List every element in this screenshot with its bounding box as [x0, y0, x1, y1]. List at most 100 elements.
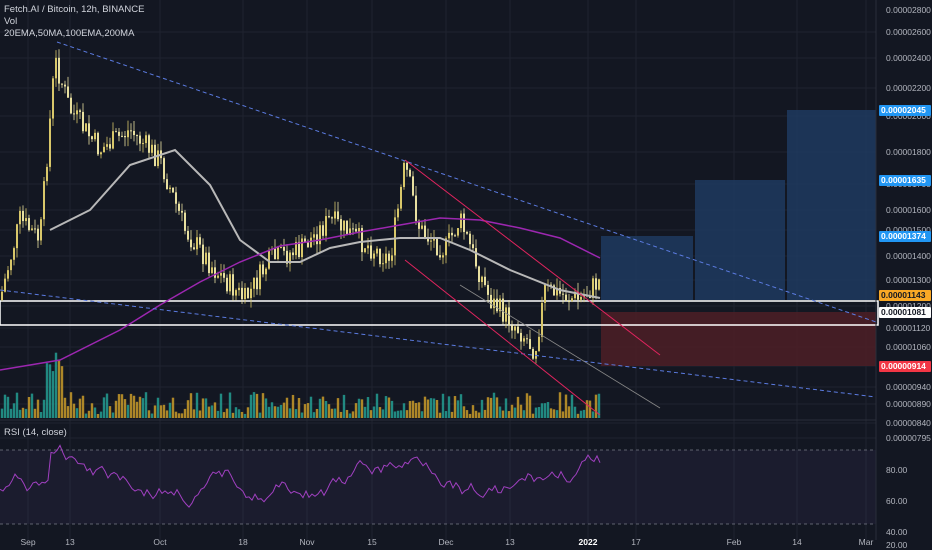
candle-body [550, 284, 552, 286]
candle-body [229, 274, 231, 292]
candle-body [406, 162, 408, 170]
candle-body [544, 284, 546, 303]
volume-bar [174, 411, 178, 418]
volume-bar [105, 393, 109, 418]
candle-body [124, 136, 126, 138]
candle-body [85, 123, 87, 132]
volume-bar [111, 412, 115, 418]
volume-bar [222, 412, 226, 418]
candle-body [103, 146, 105, 153]
candle-body [22, 210, 24, 222]
volume-bar [531, 413, 535, 418]
candle-body [499, 298, 501, 312]
candle-body [553, 285, 555, 296]
candle-body [412, 176, 414, 196]
candle-body [394, 217, 396, 256]
volume-bar [534, 407, 538, 418]
volume-bar [6, 396, 10, 418]
channel-mid [459, 284, 661, 409]
candle-body [10, 259, 12, 271]
candle-body [445, 238, 447, 256]
volume-bar [87, 410, 91, 418]
volume-bar [573, 406, 577, 418]
volume-bar [384, 396, 388, 418]
price-axis-tick: 0.00001800 [886, 147, 931, 157]
rsi-panel [0, 419, 876, 525]
volume-bar [597, 393, 601, 418]
volume-bar [306, 403, 310, 418]
volume-bar [435, 399, 439, 418]
volume-bar [390, 400, 394, 418]
candle-body [109, 144, 111, 149]
volume-bar [288, 408, 292, 418]
volume-bar [303, 404, 307, 418]
candle-body [343, 220, 345, 231]
chart-title: Fetch.AI / Bitcoin, 12h, BINANCE [4, 4, 145, 15]
volume-bar [84, 413, 88, 418]
candle-body [145, 135, 147, 144]
volume-bar [345, 409, 349, 418]
volume-bar [456, 400, 460, 418]
candle-body [220, 273, 222, 276]
candle-body [475, 248, 477, 267]
candle-body [247, 288, 249, 299]
volume-bar [45, 363, 49, 418]
candle-body [238, 287, 240, 291]
candle-body [364, 248, 366, 253]
volume-bar [168, 402, 172, 418]
volume-bar [357, 398, 361, 418]
candle-body [472, 244, 474, 249]
candle-body [517, 326, 519, 333]
volume-bar [279, 404, 283, 418]
candle-body [454, 235, 456, 237]
volume-bar [450, 411, 454, 418]
volume-bar [150, 413, 154, 418]
volume-bar [219, 393, 223, 418]
volume-bar [120, 394, 124, 418]
volume-bar [474, 410, 478, 418]
candle-body [40, 219, 42, 241]
candle-body [580, 297, 582, 300]
candle-body [100, 152, 102, 155]
volume-bar [135, 401, 139, 418]
candle-body [391, 255, 393, 261]
volume-bar [462, 406, 466, 418]
candle-body [319, 225, 321, 245]
candle-body [358, 228, 360, 232]
candle-body [88, 123, 90, 137]
candle-body [367, 245, 369, 249]
volume-bar [399, 410, 403, 418]
candle-body [289, 252, 291, 264]
volume-bar [513, 407, 517, 418]
candle-body [97, 132, 99, 155]
volume-bar [96, 413, 100, 418]
volume-bar [33, 408, 37, 418]
volume-bar [285, 397, 289, 418]
candle-body [172, 187, 174, 193]
volume-bar [243, 413, 247, 418]
volume-bar [171, 397, 175, 418]
candle-body [223, 273, 225, 278]
volume-bar [180, 413, 184, 418]
candle-body [199, 237, 201, 245]
volume-bar [594, 394, 598, 418]
volume-bar [519, 404, 523, 418]
volume-bar [207, 406, 211, 418]
candle-body [484, 276, 486, 285]
candle-body [118, 131, 120, 136]
candle-body [112, 131, 114, 149]
candle-body [526, 338, 528, 340]
price-tag-bg [879, 307, 931, 318]
candle-body [295, 241, 297, 256]
candle-body [214, 267, 216, 278]
volume-bar [402, 403, 406, 418]
price-axis-tick: 0.00000840 [886, 418, 931, 428]
candle-body [397, 208, 399, 218]
volume-bar [102, 397, 106, 418]
time-axis-tick: 13 [65, 537, 75, 547]
candle-body [82, 111, 84, 132]
candle-body [274, 248, 276, 260]
candle-body [523, 338, 525, 342]
price-axis-tick: 0.00000890 [886, 399, 931, 409]
